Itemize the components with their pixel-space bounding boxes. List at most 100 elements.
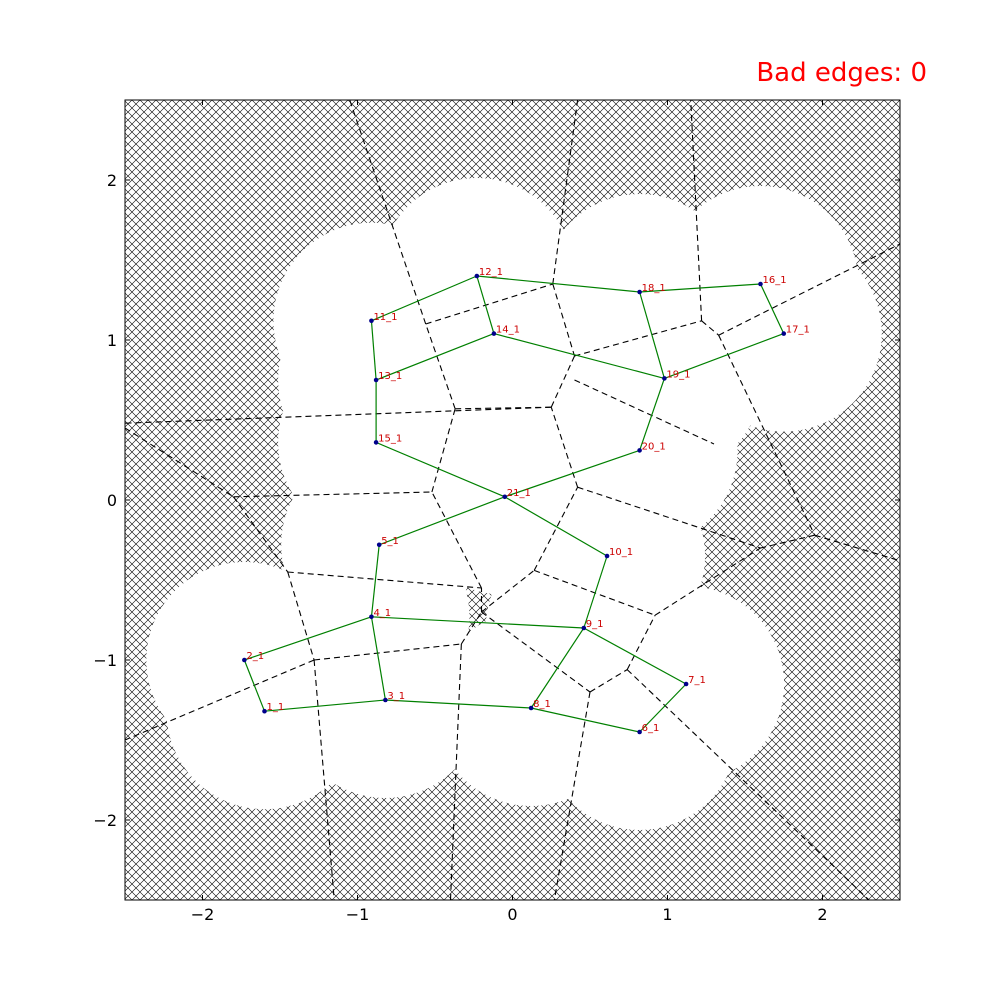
graph-node-point <box>637 289 642 295</box>
graph-node-point <box>781 331 787 336</box>
node-label: 19_1 <box>666 369 690 380</box>
graph-node-point <box>373 377 379 383</box>
voronoi-edge <box>425 323 456 409</box>
voronoi-edge <box>431 408 456 493</box>
voronoi-edge <box>533 486 579 571</box>
node-label: 20_1 <box>642 441 666 452</box>
voronoi-edge <box>481 569 535 613</box>
y-tick-label: −2 <box>93 811 117 830</box>
voronoi-edge <box>425 283 553 325</box>
voronoi-edge <box>552 100 579 285</box>
graph-node-point <box>491 331 497 336</box>
voronoi-edge <box>431 491 482 589</box>
node-label: 10_1 <box>609 547 633 558</box>
graph-edge <box>370 320 377 381</box>
x-axis-ticks: −2 −1 0 1 2 <box>191 100 828 924</box>
graph-nodes: 1_1 2_1 3_1 4_1 5_1 6_1 7_1 8_1 9_1 10_1 11_1 12_1 1… <box>242 267 810 735</box>
graph-node-point <box>683 681 689 687</box>
y-tick-label: 1 <box>107 331 117 350</box>
x-tick-label: −2 <box>191 905 215 924</box>
graph-edge <box>530 627 585 709</box>
graph-edge <box>244 616 372 661</box>
node-label: 15_1 <box>378 433 402 444</box>
bad-edges-title: Bad edges: 0 <box>756 58 927 88</box>
voronoi-edges <box>125 100 900 900</box>
graph-edge <box>639 291 665 379</box>
voronoi-edge <box>313 659 335 900</box>
x-tick-label: −1 <box>346 905 370 924</box>
voronoi-edge <box>125 659 315 741</box>
voronoi-edge <box>552 283 576 357</box>
node-label: 3_1 <box>387 691 405 702</box>
graph-node-point <box>383 697 388 703</box>
graph-node-point <box>262 708 267 714</box>
voronoi-edge <box>589 669 628 693</box>
graph-node-point <box>369 318 374 324</box>
node-label: 6_1 <box>642 723 660 734</box>
graph-edge <box>370 544 380 617</box>
voronoi-edge <box>814 534 900 562</box>
node-label: 18_1 <box>642 283 666 294</box>
graph-edge <box>504 449 640 498</box>
graph-edge <box>583 627 687 685</box>
graph-edge <box>639 683 687 733</box>
voronoi-edge <box>481 611 591 693</box>
graph-node-point <box>242 657 247 663</box>
node-label: 12_1 <box>479 267 503 278</box>
voronoi-edge <box>233 491 432 498</box>
graph-edge <box>664 333 784 379</box>
graph-node-point <box>502 494 508 500</box>
voronoi-edge <box>553 691 591 900</box>
voronoi-edge <box>460 611 482 645</box>
voronoi-edge <box>233 496 289 573</box>
graph-edge <box>375 441 505 498</box>
graph-edge <box>375 333 495 381</box>
voronoi-edge <box>287 571 482 589</box>
node-label: 9_1 <box>586 619 604 630</box>
voronoi-edge <box>701 320 720 336</box>
graph-edge <box>371 275 478 322</box>
x-tick-label: 2 <box>817 905 827 924</box>
node-label: 16_1 <box>763 275 787 286</box>
y-tick-label: 0 <box>107 491 117 510</box>
graph-node-point <box>604 553 610 559</box>
voronoi-edge <box>574 320 702 357</box>
graph-node-point <box>581 625 587 631</box>
y-tick-label: −1 <box>93 651 117 670</box>
voronoi-edge <box>577 486 761 549</box>
node-label: 14_1 <box>496 325 520 336</box>
graph-node-point <box>376 542 382 548</box>
voronoi-edge <box>626 614 656 670</box>
graph-node-point <box>637 448 642 453</box>
node-label: 11_1 <box>373 312 397 323</box>
graph-node-point <box>528 705 534 711</box>
voronoi-edge <box>125 427 234 498</box>
node-label: 7_1 <box>688 675 706 686</box>
node-label: 8_1 <box>533 699 551 710</box>
graph-edge <box>385 699 532 709</box>
node-label: 21_1 <box>507 488 531 499</box>
node-label: 17_1 <box>786 325 810 336</box>
x-tick-label: 1 <box>662 905 672 924</box>
y-tick-label: 2 <box>107 171 117 190</box>
graph-edge <box>583 555 608 629</box>
voronoi-edge <box>125 406 552 424</box>
x-tick-label: 0 <box>507 905 517 924</box>
y-axis-ticks: −2 −1 0 1 2 <box>93 171 900 830</box>
graph-node-point <box>758 281 763 287</box>
graph-edge <box>639 283 761 293</box>
graph-edge <box>476 275 495 334</box>
graph-edge <box>476 275 640 293</box>
graph-node-point <box>662 376 667 381</box>
graph-edges <box>243 275 785 733</box>
node-label: 2_1 <box>246 651 264 662</box>
node-label: 13_1 <box>378 371 402 382</box>
voronoi-edge <box>287 571 315 661</box>
graph-edge <box>504 496 608 557</box>
graph-edge <box>759 283 785 334</box>
graph-node-point <box>637 729 642 735</box>
node-label: 1_1 <box>267 702 285 713</box>
graph-node-point <box>474 273 480 279</box>
voronoi-edge <box>455 406 552 410</box>
